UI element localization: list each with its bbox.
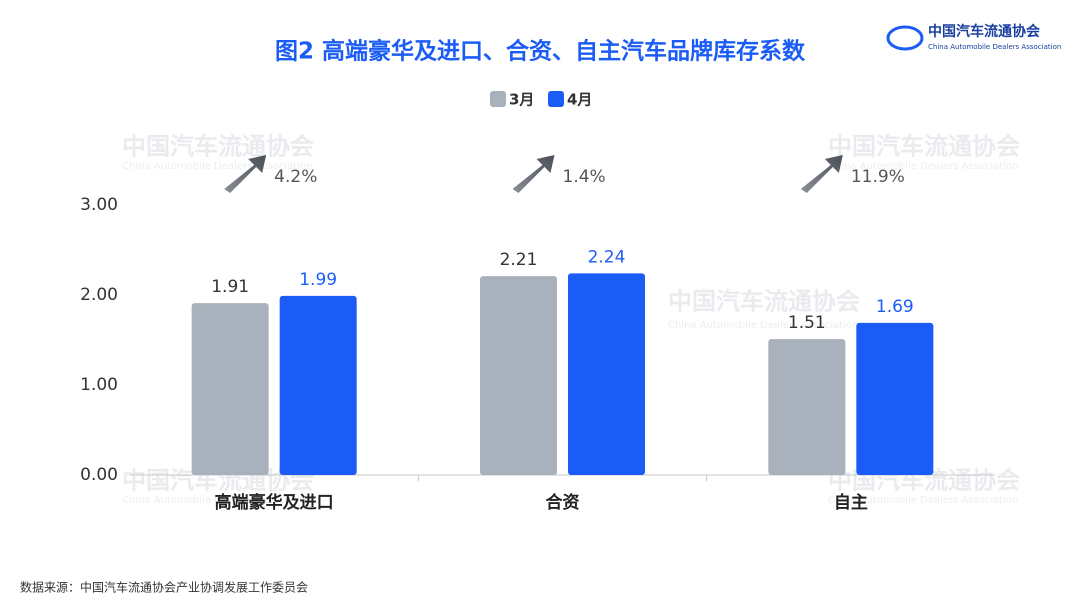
watermark: China Automobile Dealers Association [122,161,312,172]
logo: 中国汽车流通协会 China Automobile Dealers Associ… [886,23,1061,51]
bar [279,295,357,475]
value-label: 1.51 [788,313,826,333]
value-label: 1.69 [876,297,914,317]
watermark: China Automobile Dealers Association [828,161,1018,172]
legend-label: 3月 [509,91,534,109]
y-tick-label: 2.00 [80,285,118,305]
watermark: 中国汽车流通协会 [828,132,1020,161]
bar [191,303,269,475]
chart-title: 图2 高端豪华及进口、合资、自主汽车品牌库存系数 [275,38,806,65]
value-label: 1.91 [211,277,249,297]
watermark: 中国汽车流通协会 [668,287,860,316]
growth-arrow [224,155,267,193]
growth-arrow [800,155,843,193]
x-tick-label: 自主 [834,492,868,513]
x-tick-label: 合资 [546,492,580,513]
logo-en: China Automobile Dealers Association [928,43,1061,51]
growth-label: 1.4% [563,167,606,187]
x-tick-label: 高端豪华及进口 [215,492,334,513]
legend-label: 4月 [567,91,592,109]
source-note: 数据来源：中国汽车流通协会产业协调发展工作委员会 [20,580,308,595]
y-tick-label: 3.00 [80,195,118,215]
growth-label: 4.2% [274,167,317,187]
growth-label: 11.9% [851,167,905,187]
watermark: 中国汽车流通协会 [122,132,314,161]
legend-swatch [548,91,564,107]
legend-swatch [490,91,506,107]
bar [480,276,557,475]
value-label: 1.99 [299,270,337,290]
watermark: China Automobile Dealers Association [122,495,312,506]
y-tick-label: 1.00 [80,375,118,395]
value-label: 2.24 [588,247,626,267]
logo-mark [886,25,924,51]
bar [568,273,645,475]
bar [768,339,846,475]
watermark: China Automobile Dealers Association [668,320,858,331]
value-label: 2.21 [500,250,538,270]
bar [856,322,934,475]
growth-arrow [512,155,555,193]
logo-cn: 中国汽车流通协会 [928,23,1041,40]
y-tick-label: 0.00 [80,465,118,485]
watermark: China Automobile Dealers Association [828,495,1018,506]
